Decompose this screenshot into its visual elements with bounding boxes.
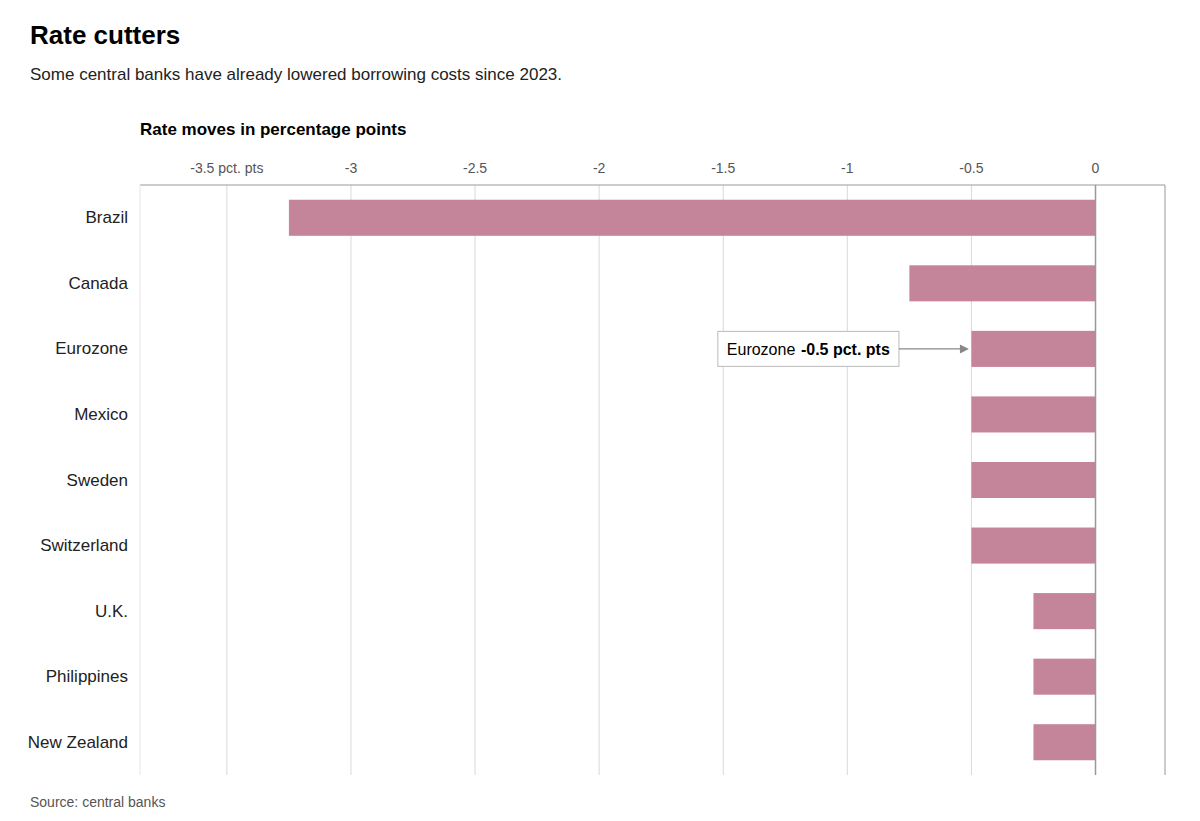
grid-line — [475, 185, 476, 775]
annotation-text: Eurozone -0.5 pct. pts — [727, 340, 890, 357]
bar — [971, 331, 1095, 367]
grid-line — [1095, 185, 1096, 775]
grid-line — [226, 185, 227, 775]
bar — [1033, 593, 1095, 629]
annotation-text-plain: Eurozone — [727, 340, 796, 357]
bar — [971, 462, 1095, 498]
bar — [971, 528, 1095, 564]
annotation-text-bold: -0.5 pct. pts — [801, 340, 890, 357]
background — [0, 0, 1200, 821]
bar — [909, 265, 1095, 301]
title: Rate cutters — [30, 20, 180, 50]
plot-frame-left — [140, 185, 141, 775]
category-label: Brazil — [85, 208, 128, 227]
grid-line — [723, 185, 724, 775]
chart: Rate cutters Some central banks have alre… — [0, 0, 1200, 821]
tick-label: -3 — [345, 160, 358, 176]
tick-label: -1.5 — [711, 160, 735, 176]
tick-label: -2 — [593, 160, 606, 176]
annotation-arrow — [899, 348, 961, 349]
annotation: Eurozone -0.5 pct. pts — [718, 331, 969, 366]
tick-label: -2.5 — [463, 160, 487, 176]
bar — [289, 200, 1096, 236]
tick-label: -1 — [841, 160, 854, 176]
annotation-arrow-head — [960, 344, 969, 353]
bar — [1033, 659, 1095, 695]
grid-line — [350, 185, 351, 775]
source: Source: central banks — [30, 794, 165, 810]
tick-label: -0.5 — [959, 160, 983, 176]
category-label: Canada — [68, 274, 128, 293]
axis-label: Rate moves in percentage points — [140, 120, 406, 139]
category-label: Switzerland — [40, 536, 128, 555]
bar — [1033, 724, 1095, 760]
bars — [289, 200, 1096, 761]
grid-line — [599, 185, 600, 775]
plot-frame-right — [1165, 185, 1166, 775]
tick-label: -3.5 pct. pts — [190, 160, 263, 176]
subtitle: Some central banks have already lowered … — [30, 65, 562, 84]
grid-line — [847, 185, 848, 775]
category-label: Mexico — [74, 405, 128, 424]
category-label: New Zealand — [28, 733, 128, 752]
grid — [227, 185, 1096, 775]
category-label: Eurozone — [55, 339, 128, 358]
x-axis-line — [140, 185, 1165, 186]
category-label: Philippines — [46, 667, 128, 686]
tick-label: 0 — [1092, 160, 1100, 176]
category-label: U.K. — [95, 602, 128, 621]
zero-line — [1095, 185, 1097, 775]
bar — [971, 396, 1095, 432]
category-label: Sweden — [67, 471, 128, 490]
annotation-box — [718, 331, 899, 366]
